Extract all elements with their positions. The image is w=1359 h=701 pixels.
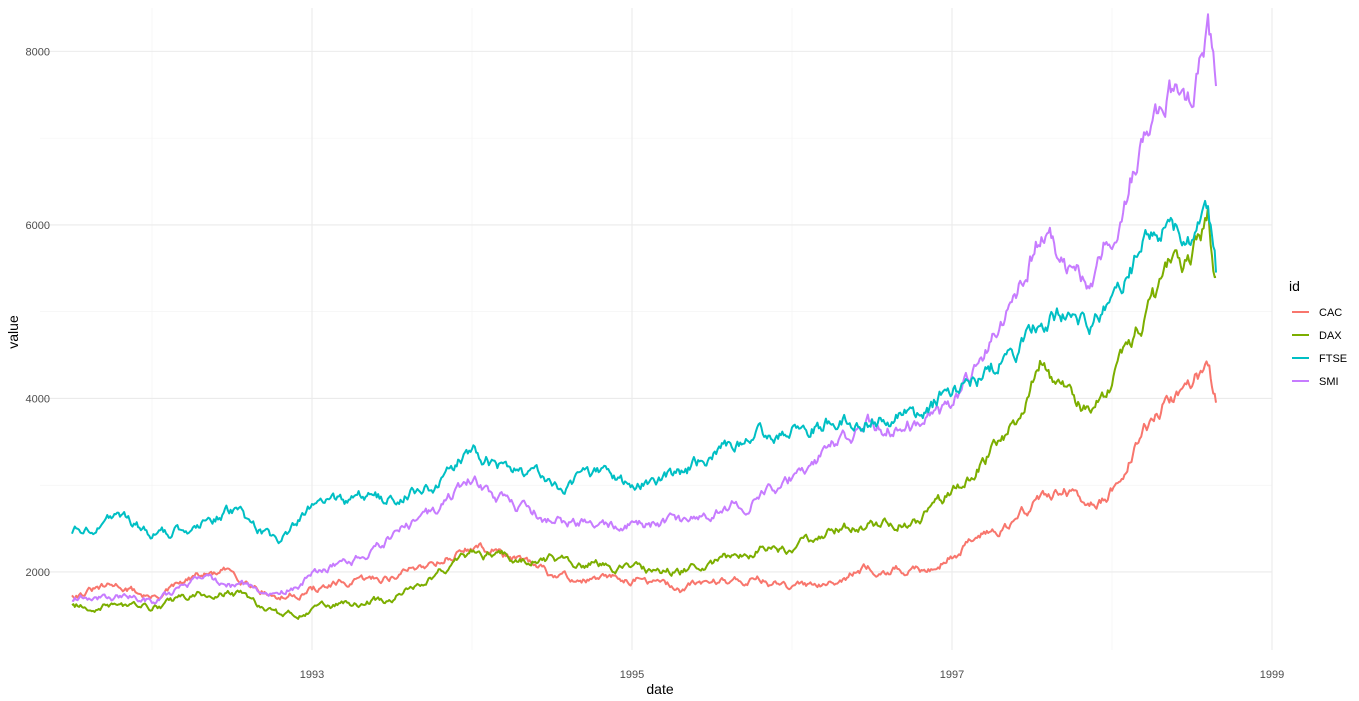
y-tick-label: 2000 xyxy=(26,567,50,579)
x-tick-label: 1993 xyxy=(300,669,324,681)
x-tick-label: 1995 xyxy=(620,669,644,681)
grid-major xyxy=(40,8,1273,650)
series-line-cac xyxy=(71,360,1217,601)
legend-label-smi: SMI xyxy=(1319,376,1339,388)
x-axis-ticks: 1993 1995 1997 1999 xyxy=(300,669,1284,681)
grid-minor xyxy=(40,8,1272,650)
series-line-smi xyxy=(71,13,1217,605)
y-tick-label: 8000 xyxy=(26,46,50,58)
x-axis-title: date xyxy=(646,681,673,697)
x-tick-label: 1997 xyxy=(940,669,964,681)
y-tick-label: 4000 xyxy=(26,393,50,405)
series-line-ftse xyxy=(71,199,1217,545)
series-layer xyxy=(71,13,1217,620)
legend: id CAC DAX FTSE SMI xyxy=(1289,278,1347,388)
y-tick-label: 6000 xyxy=(26,220,50,232)
y-axis-title: value xyxy=(5,315,21,349)
series-line-dax xyxy=(71,205,1217,620)
legend-label-ftse: FTSE xyxy=(1319,353,1347,365)
legend-label-dax: DAX xyxy=(1319,330,1342,342)
x-tick-label: 1999 xyxy=(1260,669,1284,681)
y-axis-ticks: 2000 4000 6000 8000 xyxy=(26,46,50,579)
legend-items: CAC DAX FTSE SMI xyxy=(1292,307,1347,388)
legend-title: id xyxy=(1289,278,1300,294)
legend-label-cac: CAC xyxy=(1319,307,1342,319)
